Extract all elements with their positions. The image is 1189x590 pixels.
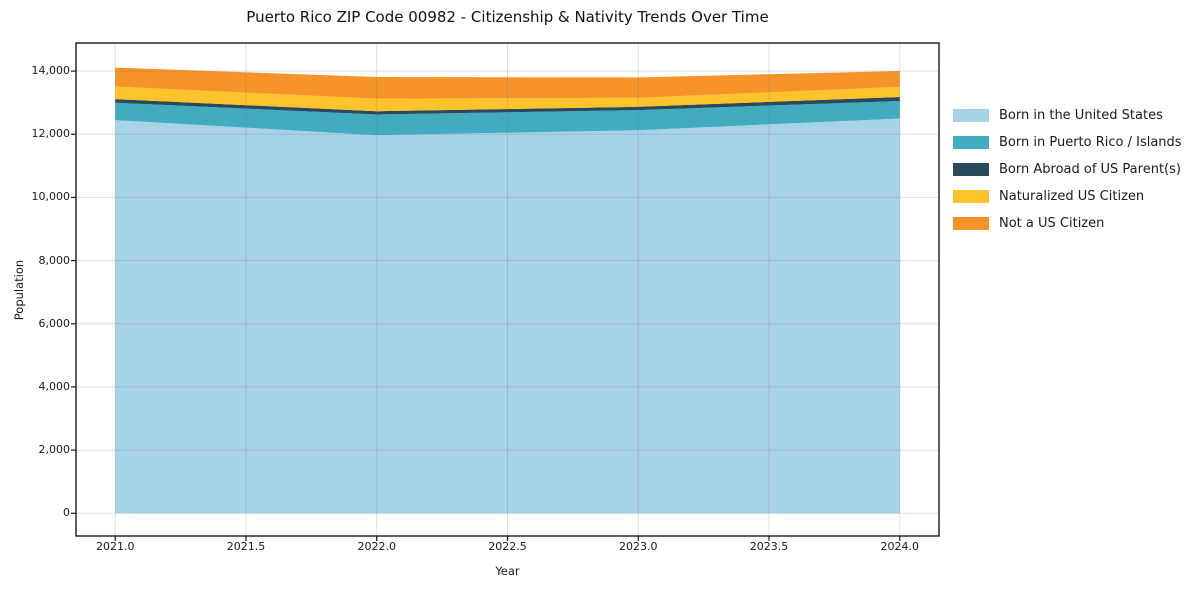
- y-tick-label: 4,000: [38, 379, 71, 393]
- x-tick-label: 2021.0: [95, 540, 135, 553]
- legend-swatch-3: [953, 190, 989, 203]
- x-axis-label: Year: [495, 564, 520, 578]
- legend-row: Not a US Citizen: [953, 210, 1182, 237]
- x-tick-label: 2021.5: [226, 540, 266, 553]
- y-tick-label: 10,000: [31, 190, 71, 204]
- y-tick-label: 0: [63, 506, 70, 520]
- legend: Born in the United States Born in Puerto …: [953, 102, 1182, 237]
- legend-label: Born Abroad of US Parent(s): [999, 162, 1181, 177]
- x-tick-label: 2024.0: [880, 540, 920, 553]
- plot-frame: [75, 42, 940, 537]
- area-series-0: [115, 118, 900, 514]
- y-tick-label: 8,000: [38, 253, 71, 267]
- area-series-3: [115, 86, 900, 112]
- legend-label: Born in Puerto Rico / Islands: [999, 135, 1182, 150]
- legend-swatch-2: [953, 163, 989, 176]
- x-tick-label: 2022.5: [488, 540, 527, 553]
- legend-row: Naturalized US Citizen: [953, 183, 1182, 210]
- x-tick-label: 2023.5: [749, 540, 789, 553]
- area-series-1: [115, 101, 900, 136]
- x-tick-label: 2023.0: [619, 540, 658, 553]
- legend-label: Not a US Citizen: [999, 216, 1105, 231]
- y-tick-label: 2,000: [38, 443, 71, 457]
- x-tick-label: 2022.0: [357, 540, 396, 553]
- legend-row: Born in the United States: [953, 102, 1182, 129]
- legend-swatch-0: [953, 109, 989, 122]
- legend-swatch-1: [953, 136, 989, 149]
- y-tick-label: 14,000: [31, 64, 71, 78]
- legend-swatch-4: [953, 217, 989, 230]
- legend-row: Born in Puerto Rico / Islands: [953, 129, 1182, 156]
- area-series-2: [115, 97, 900, 115]
- y-axis-label: Population: [12, 259, 26, 321]
- area-series-4: [115, 67, 900, 99]
- y-tick-label: 12,000: [31, 127, 71, 141]
- legend-label: Naturalized US Citizen: [999, 189, 1145, 204]
- legend-label: Born in the United States: [999, 108, 1163, 123]
- legend-row: Born Abroad of US Parent(s): [953, 156, 1182, 183]
- chart-title: Puerto Rico ZIP Code 00982 - Citizenship…: [246, 8, 769, 26]
- y-tick-label: 6,000: [38, 316, 71, 330]
